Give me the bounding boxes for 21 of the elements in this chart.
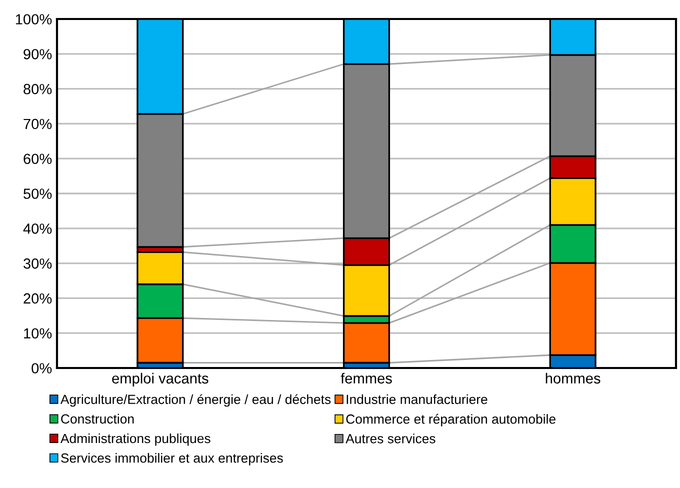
legend-label: Autres services: [346, 434, 436, 444]
legend-label: Services immobilier et aux entreprises: [61, 453, 283, 466]
y-tick-label: 70%: [24, 118, 52, 130]
y-tick-label: 30%: [24, 258, 52, 269]
x-tick-label: emploi vacants: [112, 372, 208, 386]
x-tick-label: femmes: [340, 372, 392, 384]
y-tick-label: 90%: [24, 49, 52, 60]
y-tick-label: 80%: [24, 84, 52, 94]
y-tick-label: 40%: [23, 224, 52, 234]
legend-label: Industrie manufacturiere: [346, 394, 488, 404]
legend-label: Construction: [61, 414, 134, 424]
legend-label: Administrations publiques: [60, 433, 210, 446]
legend-label: Agriculture/Extraction / énergie / eau / déchets: [60, 394, 331, 407]
y-tick-label: 0%: [32, 363, 52, 374]
y-tick-label: 20%: [24, 293, 52, 304]
x-tick-label: hommes: [546, 372, 600, 384]
legend-label: Commerce et réparation automobile: [346, 414, 556, 426]
y-tick-label: 50%: [24, 188, 52, 199]
y-tick-label: 60%: [24, 154, 52, 164]
y-tick-label: 100%: [16, 14, 52, 24]
y-tick-label: 10%: [24, 328, 52, 339]
